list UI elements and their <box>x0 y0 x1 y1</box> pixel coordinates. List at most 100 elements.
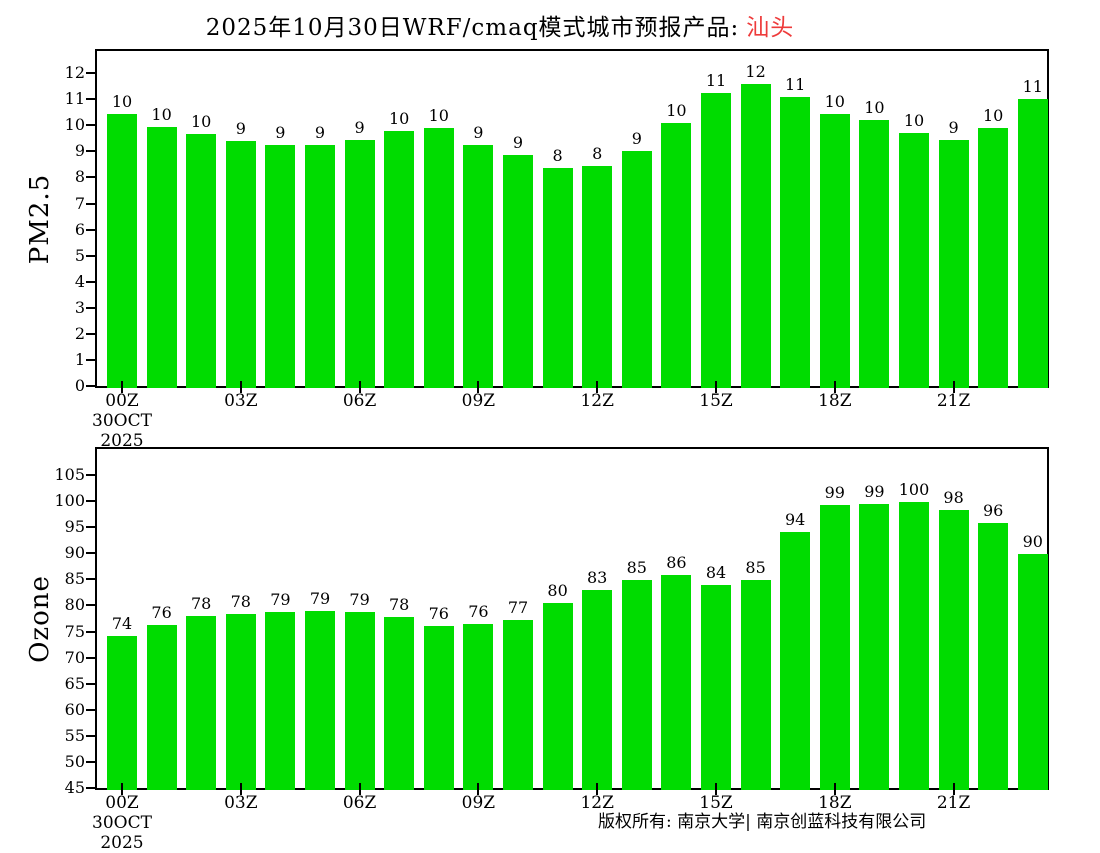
bar <box>780 532 811 790</box>
bar-value-label: 84 <box>705 563 727 583</box>
y-axis-tick-label: 1 <box>74 349 85 369</box>
bar-value-label: 9 <box>473 122 484 142</box>
bar <box>423 127 454 388</box>
y-axis-tick-label: 65 <box>64 673 85 693</box>
ozone-chart: 74 76 78 78 79 79 79 78 76 76 77 80 83 85 86 84 85 94 99 99… <box>54 447 1049 853</box>
bar <box>186 616 217 790</box>
bar-value-label: 86 <box>666 553 687 573</box>
bar-value-label: 11 <box>705 70 727 90</box>
y-axis-tick <box>86 630 95 633</box>
bar <box>146 126 177 388</box>
x-axis-tick <box>477 783 480 795</box>
x-axis-tick-label: 00Z <box>105 391 139 411</box>
bar-value-label: 83 <box>587 567 608 587</box>
bar <box>978 522 1009 790</box>
bar <box>661 122 692 388</box>
bar-value-label: 10 <box>389 108 410 128</box>
y-axis-tick <box>86 760 95 763</box>
y-axis-tick-label: 105 <box>54 465 85 485</box>
bar-value-label: 8 <box>592 143 603 163</box>
x-axis-tick-label: 12Z <box>580 391 614 411</box>
y-axis-tick <box>86 385 95 387</box>
x-axis-tick-label: 03Z <box>224 793 258 813</box>
x-axis-tick-label: 03Z <box>224 391 258 411</box>
bar <box>938 509 969 790</box>
bar <box>344 612 375 790</box>
x-axis-tick <box>358 381 361 393</box>
bar <box>265 611 296 790</box>
x-axis-tick-label: 12Z <box>580 793 614 813</box>
bar-value-label: 9 <box>235 118 246 138</box>
x-axis-tick <box>952 381 955 393</box>
y-axis-tick <box>86 280 95 283</box>
bar-value-label: 9 <box>512 133 524 153</box>
y-axis-tick <box>86 72 95 75</box>
bar-value-label: 8 <box>552 146 563 166</box>
bar-value-label: 10 <box>903 111 925 131</box>
y-axis-tick-label: 3 <box>74 297 85 317</box>
x-axis-tick <box>952 783 955 795</box>
bar-value-label: 10 <box>983 105 1004 125</box>
x-axis-tick <box>715 783 717 795</box>
bar-value-label: 77 <box>507 598 529 618</box>
x-axis-date-line: 2025 <box>100 431 144 451</box>
x-axis-tick-label: 15Z <box>699 391 733 411</box>
y-axis-tick <box>86 787 95 789</box>
bar-value-label: 85 <box>745 557 766 577</box>
y-axis-tick-label: 90 <box>64 543 85 563</box>
x-axis-tick-label: 06Z <box>342 793 377 813</box>
bar <box>819 113 850 388</box>
bar <box>384 130 415 388</box>
bar-value-label: 10 <box>666 100 687 120</box>
bar-value-label: 96 <box>983 500 1004 520</box>
y-axis-tick <box>86 358 95 361</box>
y-axis-tick-label: 75 <box>64 621 85 641</box>
x-axis-tick-label: 18Z <box>818 391 852 411</box>
bar-value-label: 79 <box>349 590 370 610</box>
y-axis-tick-label: 11 <box>64 89 85 109</box>
y-axis-tick <box>86 306 95 309</box>
bar-value-label: 9 <box>275 122 286 142</box>
bar-value-label: 10 <box>428 105 449 125</box>
bar-value-label: 80 <box>547 581 568 601</box>
bar <box>621 151 652 388</box>
y-axis-tick-label: 8 <box>74 167 85 187</box>
bar-value-label: 10 <box>151 104 172 124</box>
bar <box>305 144 335 388</box>
bar <box>384 616 415 790</box>
bar-value-label: 76 <box>468 602 489 622</box>
y-axis-tick-label: 6 <box>74 219 85 239</box>
x-axis-tick <box>477 381 480 393</box>
x-axis-tick-label: 09Z <box>461 391 496 411</box>
bar-value-label: 9 <box>631 129 642 149</box>
y-axis-tick-label: 0 <box>74 376 85 395</box>
bar <box>1017 99 1048 388</box>
y-axis-tick <box>86 332 95 335</box>
bar-value-label: 10 <box>824 91 845 111</box>
y-axis-tick-label: 85 <box>64 569 85 589</box>
y-axis-tick <box>86 682 95 685</box>
bar <box>780 96 811 388</box>
x-axis-date-line: 2025 <box>100 833 144 853</box>
x-axis-date-line: 30OCT <box>92 411 152 431</box>
y-axis-tick <box>86 578 95 581</box>
copyright-notice: 版权所有: 南京大学| 南京创蓝科技有限公司 <box>598 812 927 832</box>
y-axis-tick <box>86 124 95 127</box>
bar-value-label: 79 <box>270 589 291 609</box>
y-axis-tick-label: 10 <box>64 115 85 135</box>
y-axis-tick <box>86 656 95 659</box>
x-axis-tick <box>596 381 599 393</box>
bar <box>423 625 454 790</box>
bar-value-label: 10 <box>191 112 212 132</box>
x-axis-date-line: 30OCT <box>92 813 152 833</box>
x-axis-tick <box>239 783 242 795</box>
y-axis-tick-label: 2 <box>74 323 85 343</box>
y-axis-tick-label: 55 <box>64 725 85 745</box>
bar-value-label: 74 <box>111 614 133 634</box>
y-axis-tick-label: 70 <box>64 647 85 667</box>
y-axis-tick <box>86 474 95 477</box>
y-axis-tick-label: 5 <box>74 245 85 265</box>
bar <box>859 120 890 388</box>
bar <box>146 625 177 790</box>
x-axis-tick-label: 21Z <box>936 391 971 411</box>
